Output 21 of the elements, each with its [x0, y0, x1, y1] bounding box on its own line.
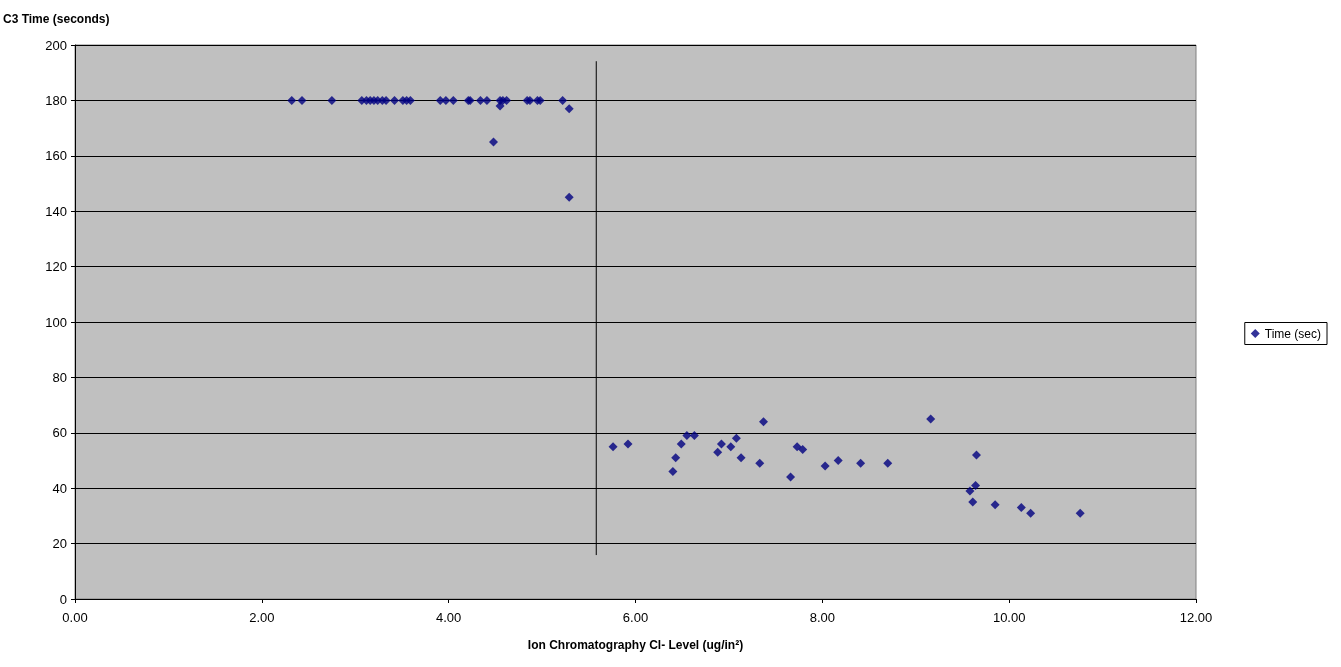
legend-label: Time (sec) — [1264, 326, 1322, 341]
y-tick-label: 200 — [45, 37, 67, 53]
y-axis-title: C3 Time (seconds) — [3, 12, 110, 26]
x-axis-title: Ion Chromatography Cl- Level (ug/in²) — [527, 638, 744, 652]
y-tick-label: 160 — [45, 148, 67, 164]
x-tick-label: 6.00 — [622, 610, 649, 625]
x-tick-label: 8.00 — [809, 610, 835, 625]
y-tick-label: 140 — [45, 203, 67, 219]
x-tick-label: 2.00 — [249, 610, 275, 625]
y-tick-label: 60 — [52, 425, 67, 441]
y-tick-label: 180 — [45, 92, 67, 108]
x-tick-label: 0.00 — [62, 610, 88, 625]
x-tick-label: 4.00 — [436, 610, 462, 625]
y-tick-label: 0 — [59, 591, 67, 607]
y-tick-label: 40 — [52, 480, 67, 496]
y-tick-label: 100 — [45, 314, 67, 330]
x-tick-label: 10.00 — [992, 610, 1026, 625]
y-tick-label: 80 — [52, 369, 67, 385]
y-tick-label: 120 — [45, 259, 67, 275]
y-tick-label: 20 — [52, 536, 67, 552]
x-tick-label: 12.00 — [1179, 610, 1213, 625]
